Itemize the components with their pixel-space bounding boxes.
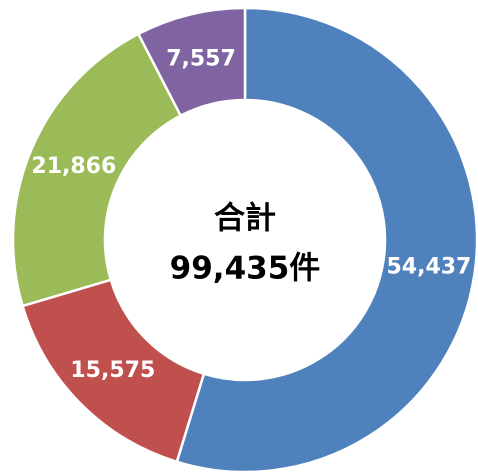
value-label: 21,866 [31, 154, 116, 179]
value-label: 15,575 [70, 358, 155, 383]
value-label: 54,437 [386, 255, 471, 280]
slices [11, 6, 478, 474]
slice [175, 6, 478, 474]
center-title: 合計 [214, 201, 276, 237]
center-total: 99,435件 [170, 251, 321, 287]
value-label: 7,557 [166, 46, 236, 71]
labels: 54,437 15,575 21,866 7,557 [31, 46, 471, 383]
slice [11, 32, 183, 308]
slice [136, 6, 247, 118]
